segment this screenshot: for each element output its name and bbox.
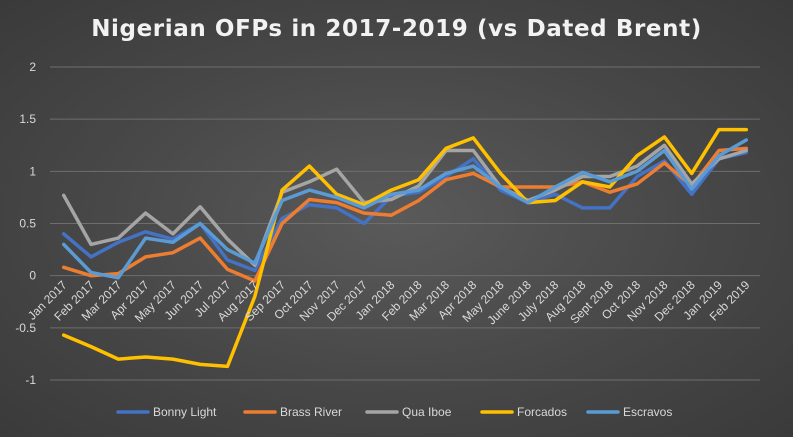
legend-label: Forcados — [517, 405, 567, 419]
legend: Bonny Light Brass River Qua Iboe Forcados Es… — [116, 405, 672, 419]
series-lines — [61, 127, 749, 369]
legend-item-escravos: Escravos — [586, 405, 672, 419]
y-tick-label: 0 — [29, 269, 36, 283]
y-tick-label: 0.5 — [19, 217, 36, 231]
y-tick-label: 1.5 — [19, 112, 36, 126]
series-line-brass-river — [61, 146, 749, 283]
series-line-escravos — [61, 138, 749, 280]
y-axis-ticks: -1 -0.5 0 0.5 1 1.5 2 — [15, 60, 36, 387]
legend-label: Brass River — [280, 405, 342, 419]
legend-item-qua-iboe: Qua Iboe — [365, 405, 452, 419]
series-line-qua-iboe — [61, 143, 749, 267]
y-tick-label: -0.5 — [15, 321, 36, 335]
y-tick-label: 2 — [29, 60, 36, 74]
legend-item-bonny-light: Bonny Light — [116, 405, 217, 419]
legend-label: Qua Iboe — [402, 405, 452, 419]
y-tick-label: -1 — [25, 373, 36, 387]
y-tick-label: 1 — [29, 164, 36, 178]
legend-item-brass-river: Brass River — [243, 405, 342, 419]
series-line-forcados — [61, 127, 749, 369]
legend-label: Escravos — [623, 405, 672, 419]
chart-title: Nigerian OFPs in 2017-2019 (vs Dated Bre… — [91, 16, 702, 42]
gridlines — [50, 66, 760, 381]
legend-label: Bonny Light — [153, 405, 217, 419]
legend-item-forcados: Forcados — [480, 405, 567, 419]
